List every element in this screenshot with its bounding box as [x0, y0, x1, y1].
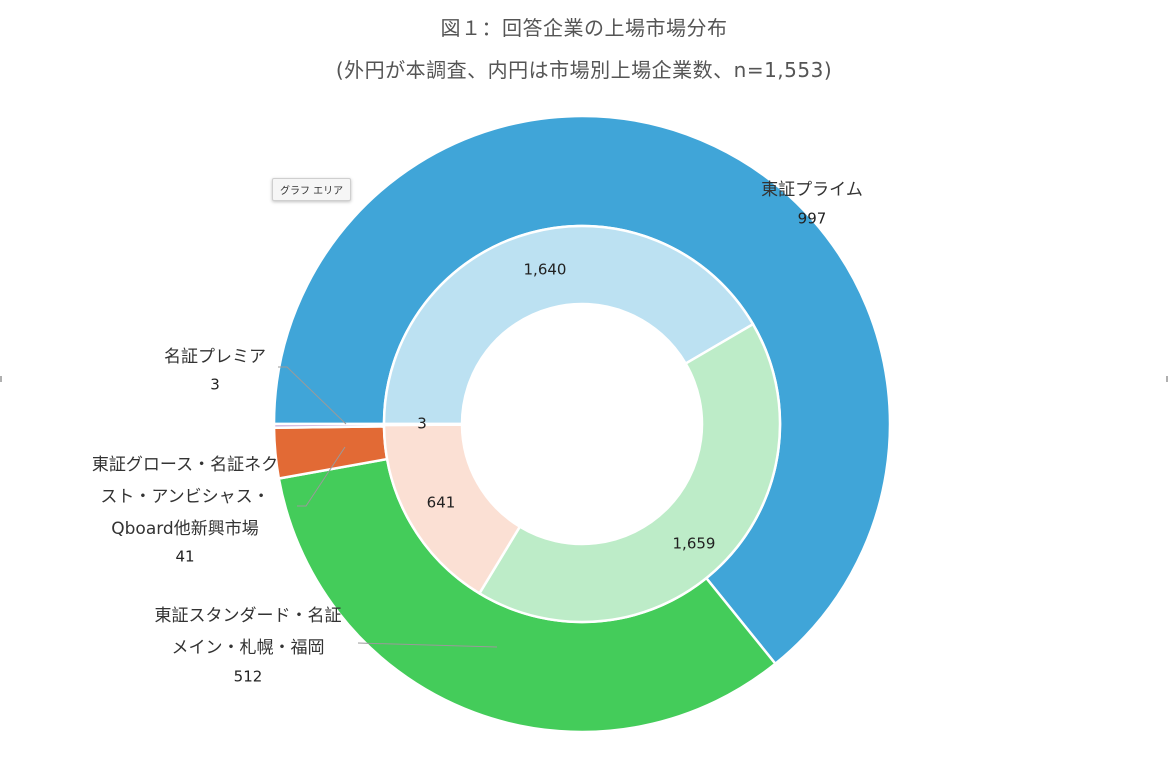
leader-line [278, 366, 347, 425]
inner-ring-slice-3[interactable] [382, 422, 464, 427]
leader-line [357, 642, 498, 648]
outer-category-label: メイン・札幌・福岡 [172, 638, 325, 658]
inner-ring-slice-1[interactable] [477, 322, 782, 624]
outer-category-label: 東証グロース・名証ネク [92, 455, 278, 475]
outer-category-label: 名証プレミア [164, 347, 266, 367]
chart-title: 図１：回答企業の上場市場分布 [440, 16, 728, 40]
leader-line [297, 446, 346, 507]
outer-value-label: 3 [210, 376, 220, 394]
inner-value-label: 1,640 [524, 261, 567, 279]
left-edge-marker [0, 376, 2, 382]
outer-value-label: 41 [175, 548, 194, 566]
outer-category-label: Qboard他新興市場 [111, 519, 258, 539]
right-edge-marker [1166, 376, 1168, 382]
inner-value-label: 641 [427, 494, 456, 512]
inner-value-label: 1,659 [673, 535, 716, 553]
outer-value-label: 997 [798, 210, 827, 228]
chart-subtitle: (外円が本調査、内円は市場別上場企業数、n=1,553) [335, 58, 833, 82]
inner-ring-slice-0[interactable] [382, 224, 755, 426]
outer-ring-slice-3[interactable] [272, 422, 386, 430]
outer-category-label: スト・アンビシャス・ [100, 487, 269, 507]
outer-value-label: 512 [234, 668, 263, 686]
chart-area-tooltip: グラフ エリア [272, 178, 352, 201]
outer-category-label: 東証スタンダード・名証 [155, 606, 342, 626]
outer-category-label: 東証プライム [761, 180, 863, 200]
inner-value-label: 3 [417, 415, 427, 433]
